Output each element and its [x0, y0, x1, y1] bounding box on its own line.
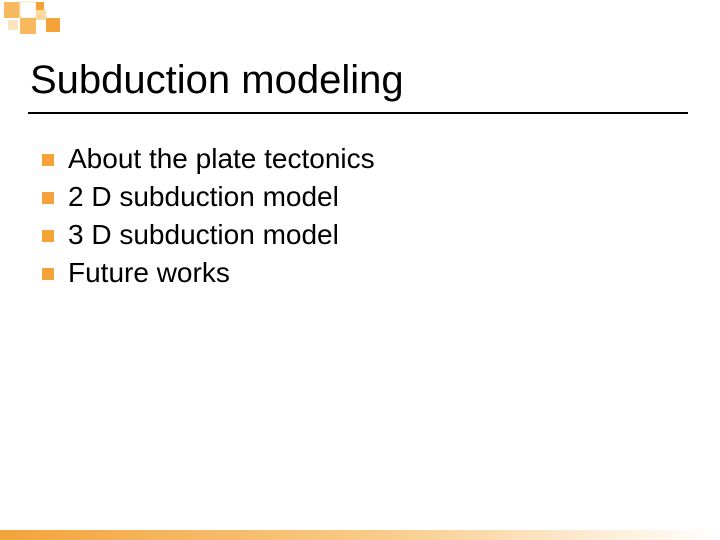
title-underline — [28, 112, 688, 114]
bullet-text: 3 D subduction model — [68, 219, 339, 251]
deco-square — [36, 2, 44, 10]
deco-square — [20, 18, 36, 34]
bullet-text: 2 D subduction model — [68, 181, 339, 213]
square-bullet-icon — [42, 230, 54, 242]
bullet-list: About the plate tectonics 2 D subduction… — [42, 140, 375, 292]
list-item: About the plate tectonics — [42, 140, 375, 178]
bullet-text: About the plate tectonics — [68, 143, 375, 175]
square-bullet-icon — [42, 154, 54, 166]
deco-square — [4, 2, 20, 18]
bullet-text: Future works — [68, 257, 230, 289]
list-item: Future works — [42, 254, 375, 292]
corner-decoration — [0, 0, 720, 60]
deco-square — [46, 18, 60, 32]
footer-gradient-stripe — [0, 530, 720, 540]
square-bullet-icon — [42, 192, 54, 204]
deco-square — [20, 2, 36, 18]
deco-square — [36, 10, 46, 20]
slide-title: Subduction modeling — [30, 58, 404, 103]
square-bullet-icon — [42, 268, 54, 280]
list-item: 2 D subduction model — [42, 178, 375, 216]
list-item: 3 D subduction model — [42, 216, 375, 254]
deco-square — [8, 20, 18, 30]
